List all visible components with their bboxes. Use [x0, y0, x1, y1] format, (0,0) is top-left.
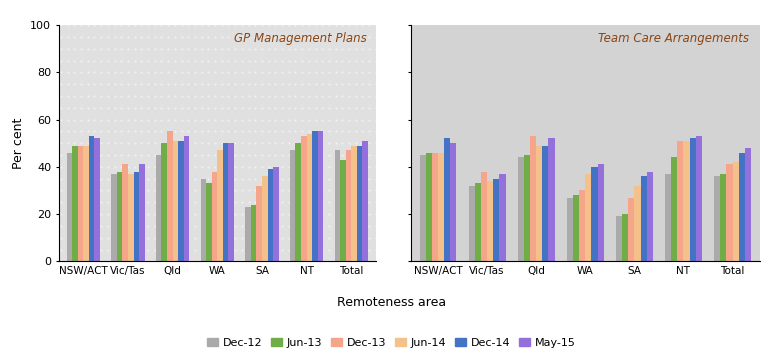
Bar — [161, 143, 167, 261]
Bar — [536, 146, 543, 261]
Bar — [426, 153, 432, 261]
Bar — [172, 141, 179, 261]
Bar — [95, 139, 100, 261]
Bar — [122, 164, 128, 261]
Bar — [229, 143, 234, 261]
Bar — [318, 131, 323, 261]
Bar — [156, 155, 161, 261]
Bar — [543, 146, 548, 261]
Bar — [727, 164, 733, 261]
Bar — [117, 171, 122, 261]
Bar — [352, 146, 357, 261]
Text: GP Management Plans: GP Management Plans — [233, 32, 366, 45]
Bar — [450, 143, 456, 261]
Bar — [714, 176, 720, 261]
Y-axis label: Per cent: Per cent — [12, 117, 24, 169]
Bar — [78, 146, 83, 261]
Bar — [696, 136, 702, 261]
Bar — [340, 160, 345, 261]
Bar — [493, 179, 500, 261]
Bar — [218, 150, 223, 261]
Bar — [597, 164, 604, 261]
Bar — [524, 155, 530, 261]
Bar — [616, 217, 622, 261]
Bar — [268, 169, 273, 261]
Bar — [273, 167, 279, 261]
Bar — [438, 153, 444, 261]
Bar — [128, 174, 134, 261]
Bar — [420, 155, 426, 261]
Bar — [567, 198, 573, 261]
Bar — [518, 158, 524, 261]
Bar — [357, 146, 363, 261]
Bar — [72, 146, 78, 261]
Bar — [500, 174, 506, 261]
Bar — [251, 205, 256, 261]
Bar — [579, 190, 586, 261]
Bar — [262, 176, 268, 261]
Bar — [245, 207, 251, 261]
Bar — [745, 148, 751, 261]
Bar — [469, 186, 474, 261]
Bar — [83, 146, 89, 261]
Bar — [223, 143, 229, 261]
Bar — [334, 150, 340, 261]
Bar — [312, 131, 318, 261]
Bar — [548, 139, 554, 261]
Bar — [290, 150, 295, 261]
Bar — [720, 174, 727, 261]
Bar — [586, 174, 591, 261]
Bar — [628, 198, 634, 261]
Bar — [690, 139, 696, 261]
Bar — [211, 171, 217, 261]
Bar — [671, 158, 677, 261]
Bar — [139, 164, 145, 261]
Bar — [67, 153, 72, 261]
Bar — [111, 174, 117, 261]
Bar — [184, 136, 189, 261]
Bar — [89, 136, 95, 261]
Bar — [640, 176, 647, 261]
Text: Team Care Arrangements: Team Care Arrangements — [598, 32, 749, 45]
Bar — [634, 186, 640, 261]
Bar — [345, 150, 352, 261]
Bar — [179, 141, 184, 261]
Bar — [622, 214, 628, 261]
Bar — [432, 153, 438, 261]
Bar — [573, 195, 579, 261]
Bar — [206, 183, 211, 261]
Bar — [684, 141, 690, 261]
Bar — [647, 171, 653, 261]
Bar — [487, 181, 493, 261]
Bar — [301, 136, 307, 261]
Bar — [307, 134, 312, 261]
Bar — [738, 153, 745, 261]
Bar — [481, 171, 487, 261]
Bar — [256, 186, 262, 261]
Bar — [134, 171, 139, 261]
Bar — [167, 131, 172, 261]
Bar — [444, 139, 450, 261]
Text: Remoteness area: Remoteness area — [337, 296, 446, 309]
Bar — [530, 136, 536, 261]
Bar — [474, 183, 481, 261]
Bar — [295, 143, 301, 261]
Bar — [591, 167, 597, 261]
Bar — [665, 174, 671, 261]
Bar — [363, 141, 368, 261]
Bar — [677, 141, 684, 261]
Bar — [733, 162, 738, 261]
Bar — [200, 179, 206, 261]
Legend: Dec-12, Jun-13, Dec-13, Jun-14, Dec-14, May-15: Dec-12, Jun-13, Dec-13, Jun-14, Dec-14, … — [203, 333, 580, 352]
